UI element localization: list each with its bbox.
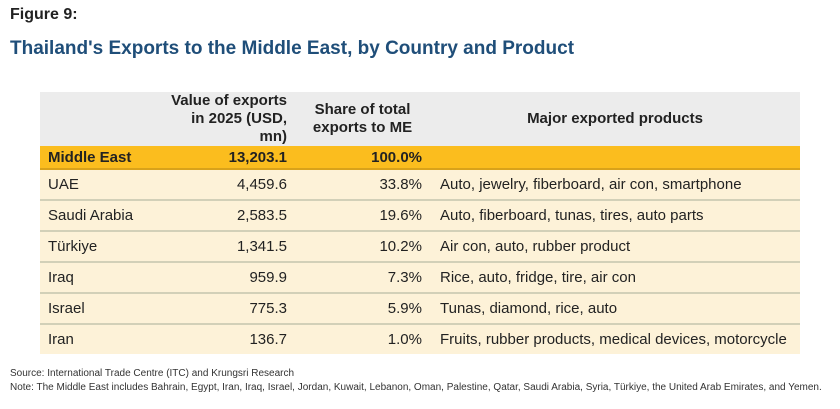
cell-country: Türkiye <box>40 231 160 263</box>
figure-label: Figure 9: <box>10 6 78 23</box>
table-row: Iran 136.7 1.0% Fruits, rubber products, me… <box>40 324 800 354</box>
table-row: Saudi Arabia 2,583.5 19.6% Auto, fiberboard… <box>40 200 800 232</box>
cell-country: Iraq <box>40 262 160 294</box>
header-value: Value of exports in 2025 (USD, mn) <box>160 92 295 146</box>
cell-value: 2,583.5 <box>160 200 295 232</box>
source-text: Source: International Trade Centre (ITC)… <box>10 368 295 379</box>
exports-table: Value of exports in 2025 (USD, mn) Share… <box>40 92 800 354</box>
cell-products <box>430 146 800 170</box>
cell-country: UAE <box>40 169 160 201</box>
cell-share: 100.0% <box>295 146 430 170</box>
cell-value: 959.9 <box>160 262 295 294</box>
table-row: Türkiye 1,341.5 10.2% Air con, auto, rubber… <box>40 231 800 263</box>
cell-value: 13,203.1 <box>160 146 295 170</box>
footnotes: Source: International Trade Centre (ITC)… <box>10 367 822 395</box>
note-text: Note: The Middle East includes Bahrain, … <box>10 382 822 393</box>
cell-share: 5.9% <box>295 293 430 325</box>
cell-country: Middle East <box>40 146 160 170</box>
cell-value: 136.7 <box>160 324 295 354</box>
table-row: UAE 4,459.6 33.8% Auto, jewelry, fiberboard… <box>40 169 800 201</box>
total-row: Middle East 13,203.1 100.0% <box>40 146 800 170</box>
cell-value: 1,341.5 <box>160 231 295 263</box>
cell-products: Fruits, rubber products, medical devices… <box>430 324 800 354</box>
cell-share: 33.8% <box>295 169 430 201</box>
cell-value: 775.3 <box>160 293 295 325</box>
table-header-row: Value of exports in 2025 (USD, mn) Share… <box>40 92 800 146</box>
cell-country: Israel <box>40 293 160 325</box>
header-products: Major exported products <box>430 92 800 146</box>
cell-share: 10.2% <box>295 231 430 263</box>
cell-share: 19.6% <box>295 200 430 232</box>
cell-products: Rice, auto, fridge, tire, air con <box>430 262 800 294</box>
header-country <box>40 92 160 146</box>
cell-country: Iran <box>40 324 160 354</box>
cell-products: Auto, fiberboard, tunas, tires, auto par… <box>430 200 800 232</box>
cell-products: Auto, jewelry, fiberboard, air con, smar… <box>430 169 800 201</box>
figure-title: Thailand's Exports to the Middle East, b… <box>10 38 575 59</box>
cell-share: 1.0% <box>295 324 430 354</box>
table-row: Israel 775.3 5.9% Tunas, diamond, rice, aut… <box>40 293 800 325</box>
cell-products: Tunas, diamond, rice, auto <box>430 293 800 325</box>
cell-products: Air con, auto, rubber product <box>430 231 800 263</box>
cell-country: Saudi Arabia <box>40 200 160 232</box>
table-row: Iraq 959.9 7.3% Rice, auto, fridge, tire, a… <box>40 262 800 294</box>
cell-value: 4,459.6 <box>160 169 295 201</box>
cell-share: 7.3% <box>295 262 430 294</box>
header-share: Share of total exports to ME <box>295 92 430 146</box>
